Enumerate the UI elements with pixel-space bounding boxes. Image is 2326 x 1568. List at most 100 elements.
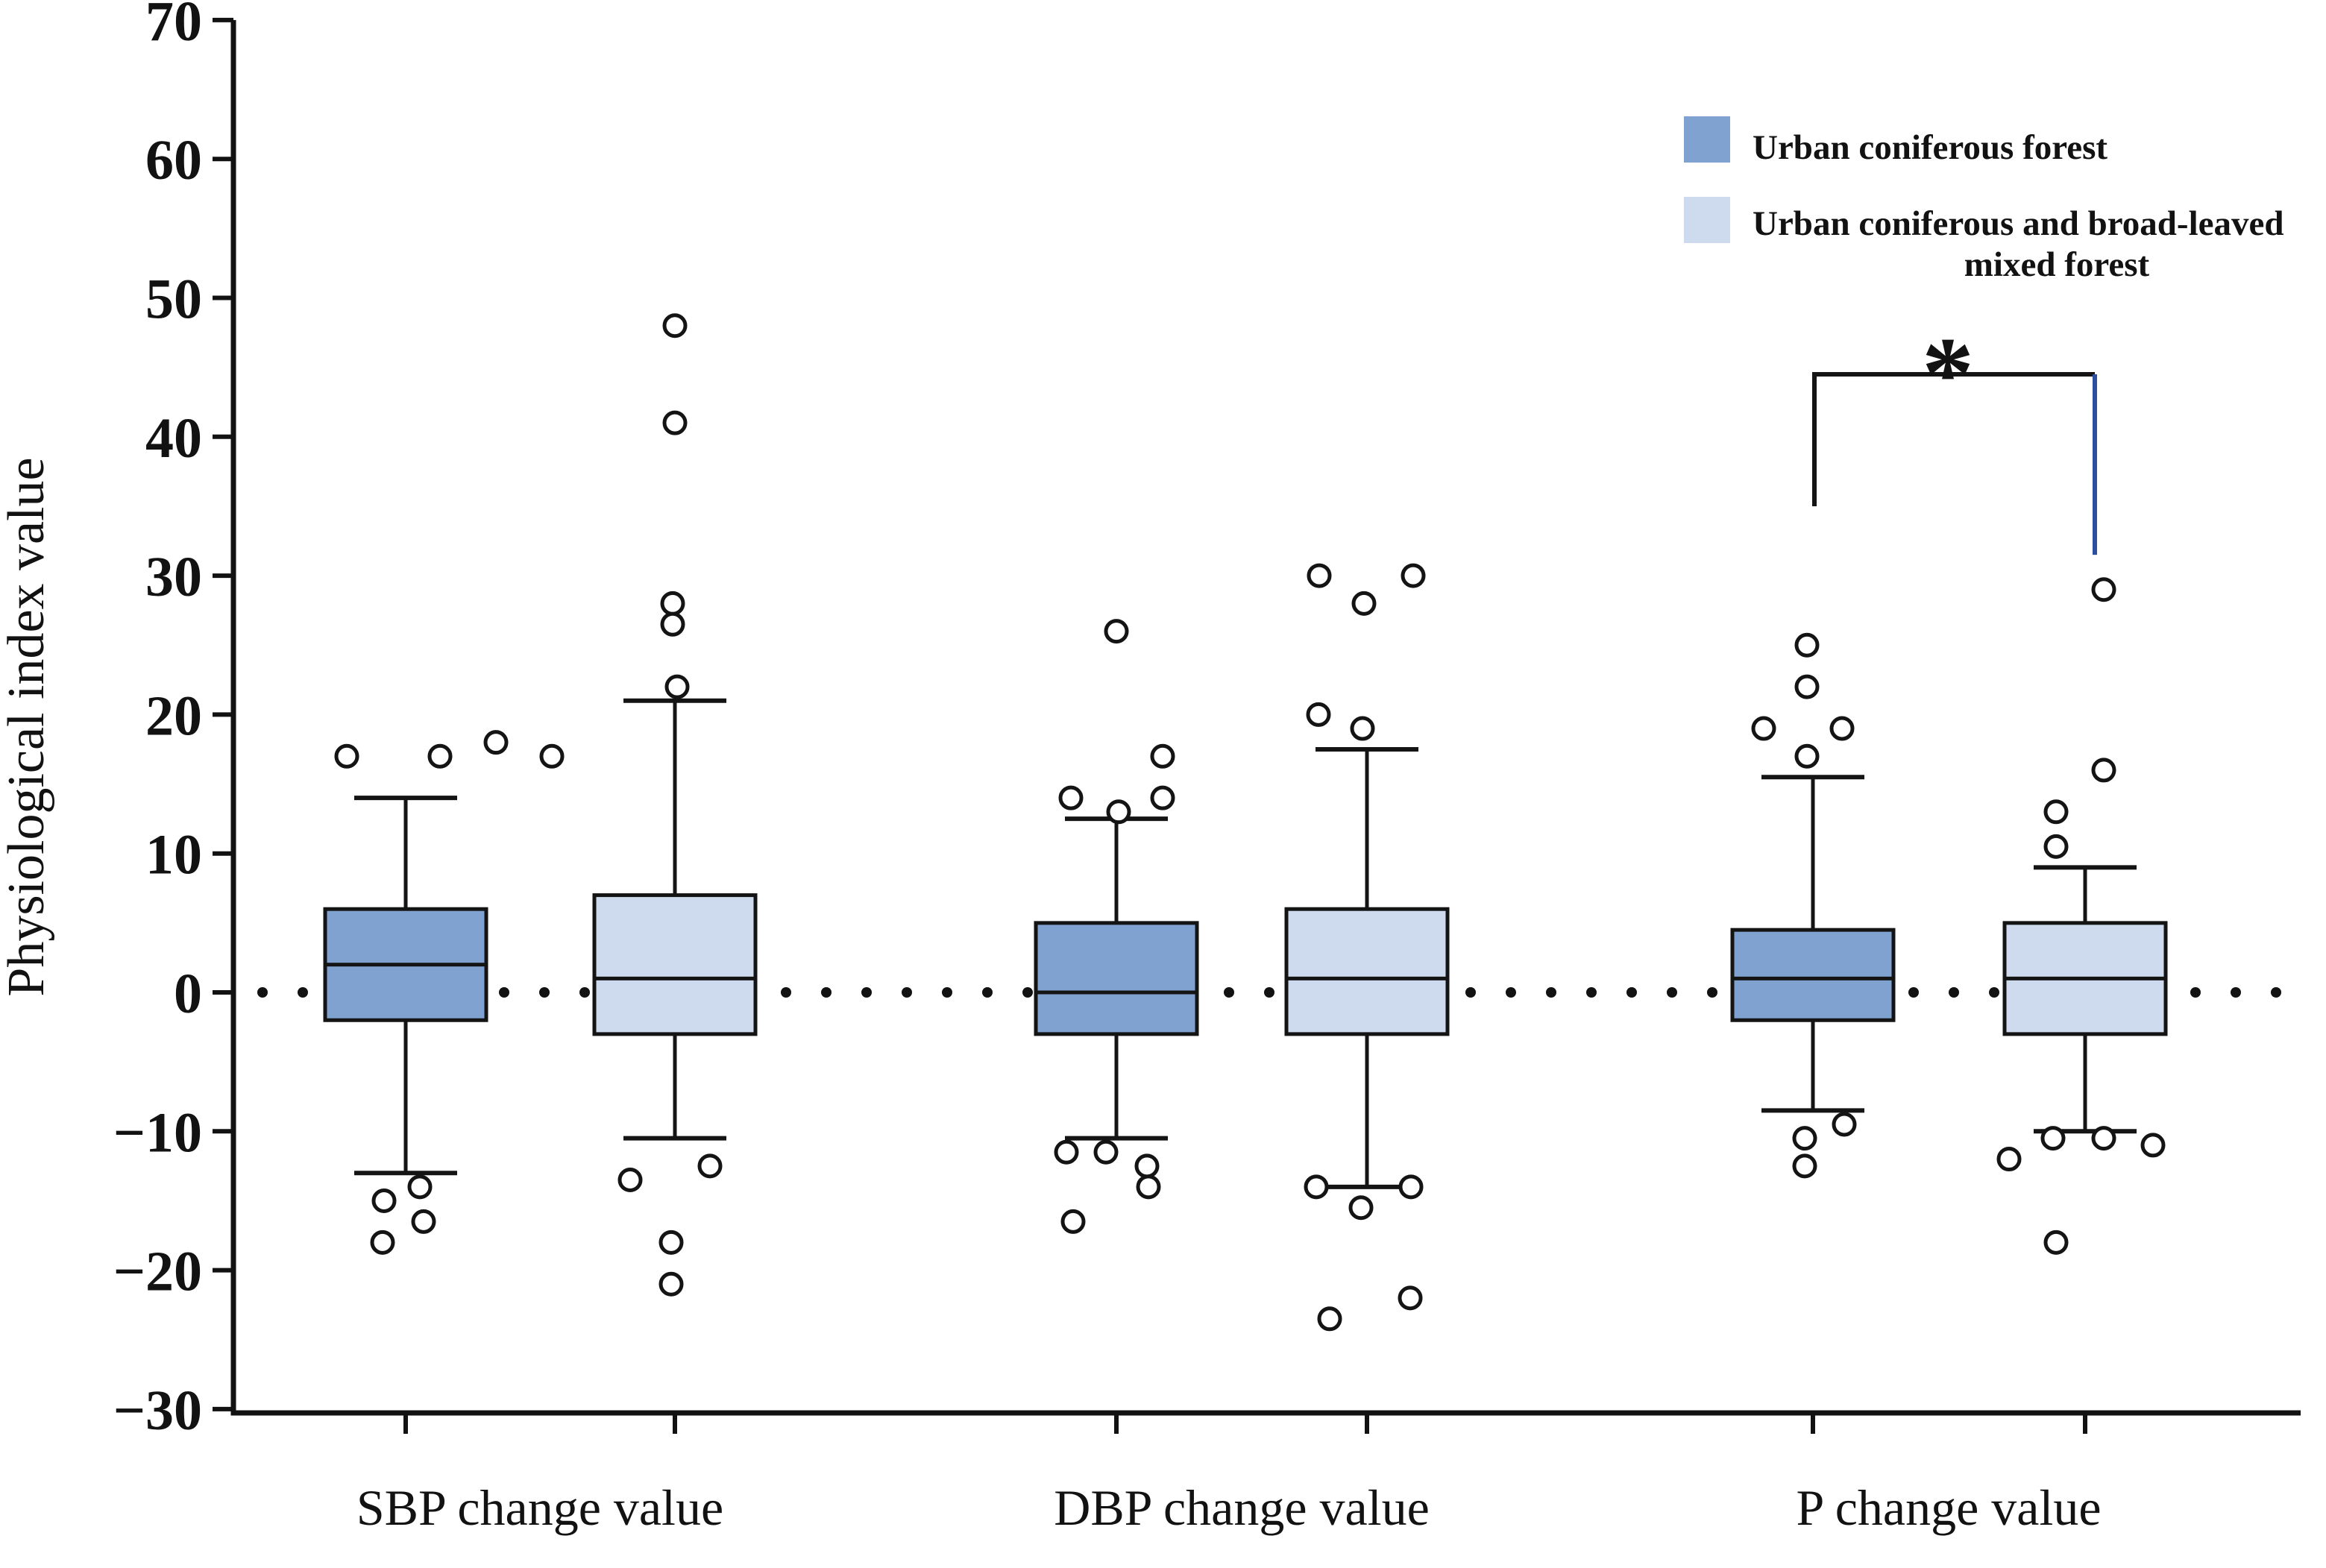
zero-dotted-line (257, 987, 2281, 998)
outlier-point (1136, 1174, 1161, 1200)
outlier-point (1792, 1153, 1817, 1179)
iqr-box (1284, 907, 1450, 1036)
legend-label-coniferous: Urban coniferous forest (1753, 128, 2107, 167)
legend-swatch-mixed (1684, 197, 1730, 243)
outlier-point (1832, 1112, 1857, 1137)
outlier-point (539, 743, 565, 769)
axes: 70 60 50 40 30 20 10 0 −10 −20 −30 (113, 0, 2301, 1442)
box-group-dbp-mixed (1284, 563, 1450, 1332)
outlier-point (1150, 743, 1175, 769)
y-tick-label: 40 (145, 407, 202, 470)
outlier-point (1054, 1139, 1079, 1165)
box-whisker-groups (323, 313, 2168, 1332)
outlier-point (371, 1188, 397, 1213)
zero-line-dot (861, 987, 872, 998)
zero-line-dot (2190, 987, 2201, 998)
box-group-p-mixed (1996, 577, 2168, 1255)
outlier-point (483, 730, 509, 755)
outlier-point (1794, 743, 1820, 769)
y-tick-label: −10 (113, 1101, 202, 1164)
outlier-point (1348, 1195, 1374, 1221)
x-category-label-dbp: DBP change value (1054, 1479, 1430, 1536)
outlier-point (2043, 1229, 2069, 1255)
zero-line-dot (1949, 987, 1959, 998)
x-category-label-sbp: SBP change value (356, 1479, 723, 1536)
outlier-point (2091, 758, 2116, 783)
outlier-point (1093, 1139, 1119, 1165)
outlier-point (1401, 563, 1426, 588)
x-category-label-p: P change value (1796, 1479, 2101, 1536)
zero-line-dot (2231, 987, 2241, 998)
outlier-point (664, 674, 690, 699)
zero-line-dot (298, 987, 308, 998)
y-tick-label: 10 (145, 824, 202, 887)
zero-line-dot (1989, 987, 1999, 998)
y-tick-label: 20 (145, 684, 202, 747)
iqr-box (1034, 921, 1199, 1036)
legend-label-mixed-line2: mixed forest (1964, 245, 2150, 284)
outlier-point (658, 1229, 684, 1255)
significance-bracket (1812, 371, 2097, 555)
outlier-point (407, 1174, 433, 1200)
outlier-point (427, 743, 453, 769)
outlier-point (617, 1168, 643, 1193)
outlier-point (2040, 1126, 2066, 1151)
legend-swatch-coniferous (1684, 116, 1730, 163)
zero-line-dot (781, 987, 791, 998)
legend: Urban coniferous forest Urban coniferous… (1684, 116, 2283, 284)
y-tick-label: 50 (145, 268, 202, 331)
outlier-point (1792, 1126, 1817, 1151)
outlier-point (411, 1209, 436, 1234)
zero-line-dot (499, 987, 509, 998)
outlier-point (1060, 1209, 1086, 1234)
legend-label-mixed-line1: Urban coniferous and broad-leaved (1753, 204, 2283, 243)
outlier-point (1829, 716, 1855, 741)
zero-line-dot (1022, 987, 1033, 998)
outlier-point (1398, 1285, 1423, 1311)
iqr-box (592, 893, 758, 1036)
zero-line-dot (902, 987, 912, 998)
box-group-dbp-coniferous (1034, 619, 1199, 1234)
outlier-point (2091, 1126, 2116, 1151)
outlier-point (1794, 632, 1820, 658)
outlier-point (662, 410, 688, 435)
zero-line-dot (1908, 987, 1919, 998)
outlier-point (1058, 785, 1084, 810)
zero-line-dot (1546, 987, 1556, 998)
y-tick-label: −20 (113, 1241, 202, 1303)
y-tick-label: 60 (145, 129, 202, 192)
outlier-point (1304, 1174, 1329, 1200)
outlier-point (1134, 1153, 1160, 1179)
zero-line-dot (257, 987, 268, 998)
significance-asterisk: * (1922, 316, 1974, 432)
box-group-sbp-coniferous (323, 730, 565, 1255)
y-tick-label: −30 (113, 1379, 202, 1442)
y-axis-title: Physiological index value (0, 457, 55, 996)
outlier-point (1350, 716, 1375, 741)
outlier-point (660, 591, 685, 616)
outlier-point (660, 611, 685, 637)
zero-line-dot (1264, 987, 1274, 998)
outlier-point (1398, 1174, 1424, 1200)
outlier-point (1150, 785, 1175, 810)
zero-line-dot (982, 987, 993, 998)
iqr-box (1730, 928, 1896, 1022)
outlier-point (697, 1153, 723, 1179)
outlier-point (1996, 1147, 2022, 1172)
outlier-point (1751, 716, 1776, 741)
box-group-sbp-mixed (592, 313, 758, 1297)
zero-line-dot (821, 987, 832, 998)
y-tick-label: 30 (145, 546, 202, 608)
outlier-point (2091, 577, 2116, 602)
zero-line-dot (579, 987, 590, 998)
y-tick-label: 0 (174, 963, 202, 1025)
box-group-p-coniferous (1730, 632, 1896, 1179)
outlier-point (370, 1229, 395, 1255)
outlier-point (2043, 834, 2069, 859)
outlier-point (1106, 799, 1131, 825)
zero-line-dot (539, 987, 550, 998)
outlier-point (1307, 563, 1332, 588)
zero-line-dot (1224, 987, 1234, 998)
